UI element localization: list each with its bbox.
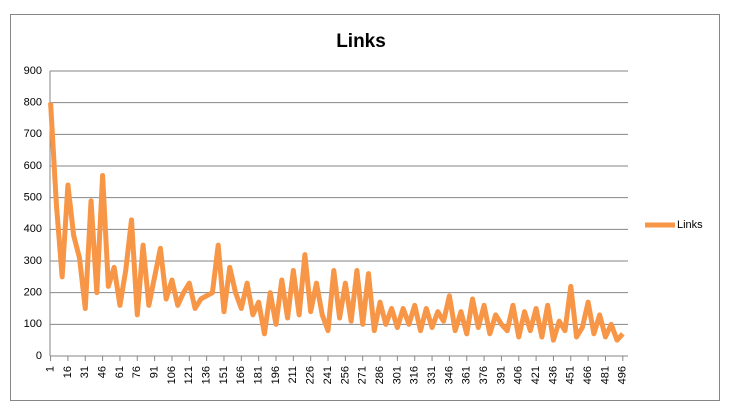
- x-tick-label: 196: [270, 366, 282, 384]
- x-tick-label: 136: [201, 366, 213, 384]
- x-tick-label: 391: [495, 366, 507, 384]
- x-tick-label: 376: [478, 366, 490, 384]
- x-tick-label: 286: [374, 366, 386, 384]
- x-tick-label: 481: [599, 366, 611, 384]
- x-tick-label: 16: [62, 366, 74, 378]
- x-tick-label: 46: [97, 366, 109, 378]
- x-tick-label: 331: [426, 366, 438, 384]
- x-tick-label: 181: [253, 366, 265, 384]
- x-tick-label: 121: [183, 366, 195, 384]
- x-tick-label: 301: [391, 366, 403, 384]
- x-tick-label: 211: [287, 366, 299, 384]
- x-tick-label: 271: [357, 366, 369, 384]
- series-line: [48, 102, 625, 343]
- x-tick-label: 346: [443, 366, 455, 384]
- legend-label: Links: [677, 219, 703, 231]
- y-tick-label: 600: [24, 160, 42, 172]
- y-tick-label: 400: [24, 223, 42, 235]
- x-tick-label: 241: [322, 366, 334, 384]
- y-tick-label: 500: [24, 192, 42, 204]
- x-tick-label: 91: [149, 366, 161, 378]
- x-tick-label: 466: [582, 366, 594, 384]
- x-tick-label: 406: [513, 366, 525, 384]
- x-tick-label: 361: [461, 366, 473, 384]
- x-tick-label: 421: [530, 366, 542, 384]
- x-tick-label: 151: [218, 366, 230, 384]
- chart-border: [10, 14, 720, 401]
- x-tick-label: 76: [131, 366, 143, 378]
- y-tick-label: 0: [36, 350, 42, 362]
- x-tick-label: 226: [305, 366, 317, 384]
- y-tick-label: 300: [24, 255, 42, 267]
- x-tick-label: 256: [339, 366, 351, 384]
- x-tick-label: 61: [114, 366, 126, 378]
- x-tick-label: 166: [235, 366, 247, 384]
- x-tick-label: 1: [44, 366, 56, 372]
- y-tick-label: 200: [24, 287, 42, 299]
- y-tick-label: 900: [24, 65, 42, 77]
- y-tick-label: 800: [24, 97, 42, 109]
- y-tick-label: 100: [24, 318, 42, 330]
- chart-title: Links: [336, 31, 386, 52]
- x-tick-label: 31: [79, 366, 91, 378]
- x-tick-label: 496: [617, 366, 629, 384]
- y-tick-label: 700: [24, 128, 42, 140]
- x-tick-label: 106: [166, 366, 178, 384]
- x-tick-label: 451: [565, 366, 577, 384]
- x-tick-label: 316: [409, 366, 421, 384]
- x-tick-label: 436: [547, 366, 559, 384]
